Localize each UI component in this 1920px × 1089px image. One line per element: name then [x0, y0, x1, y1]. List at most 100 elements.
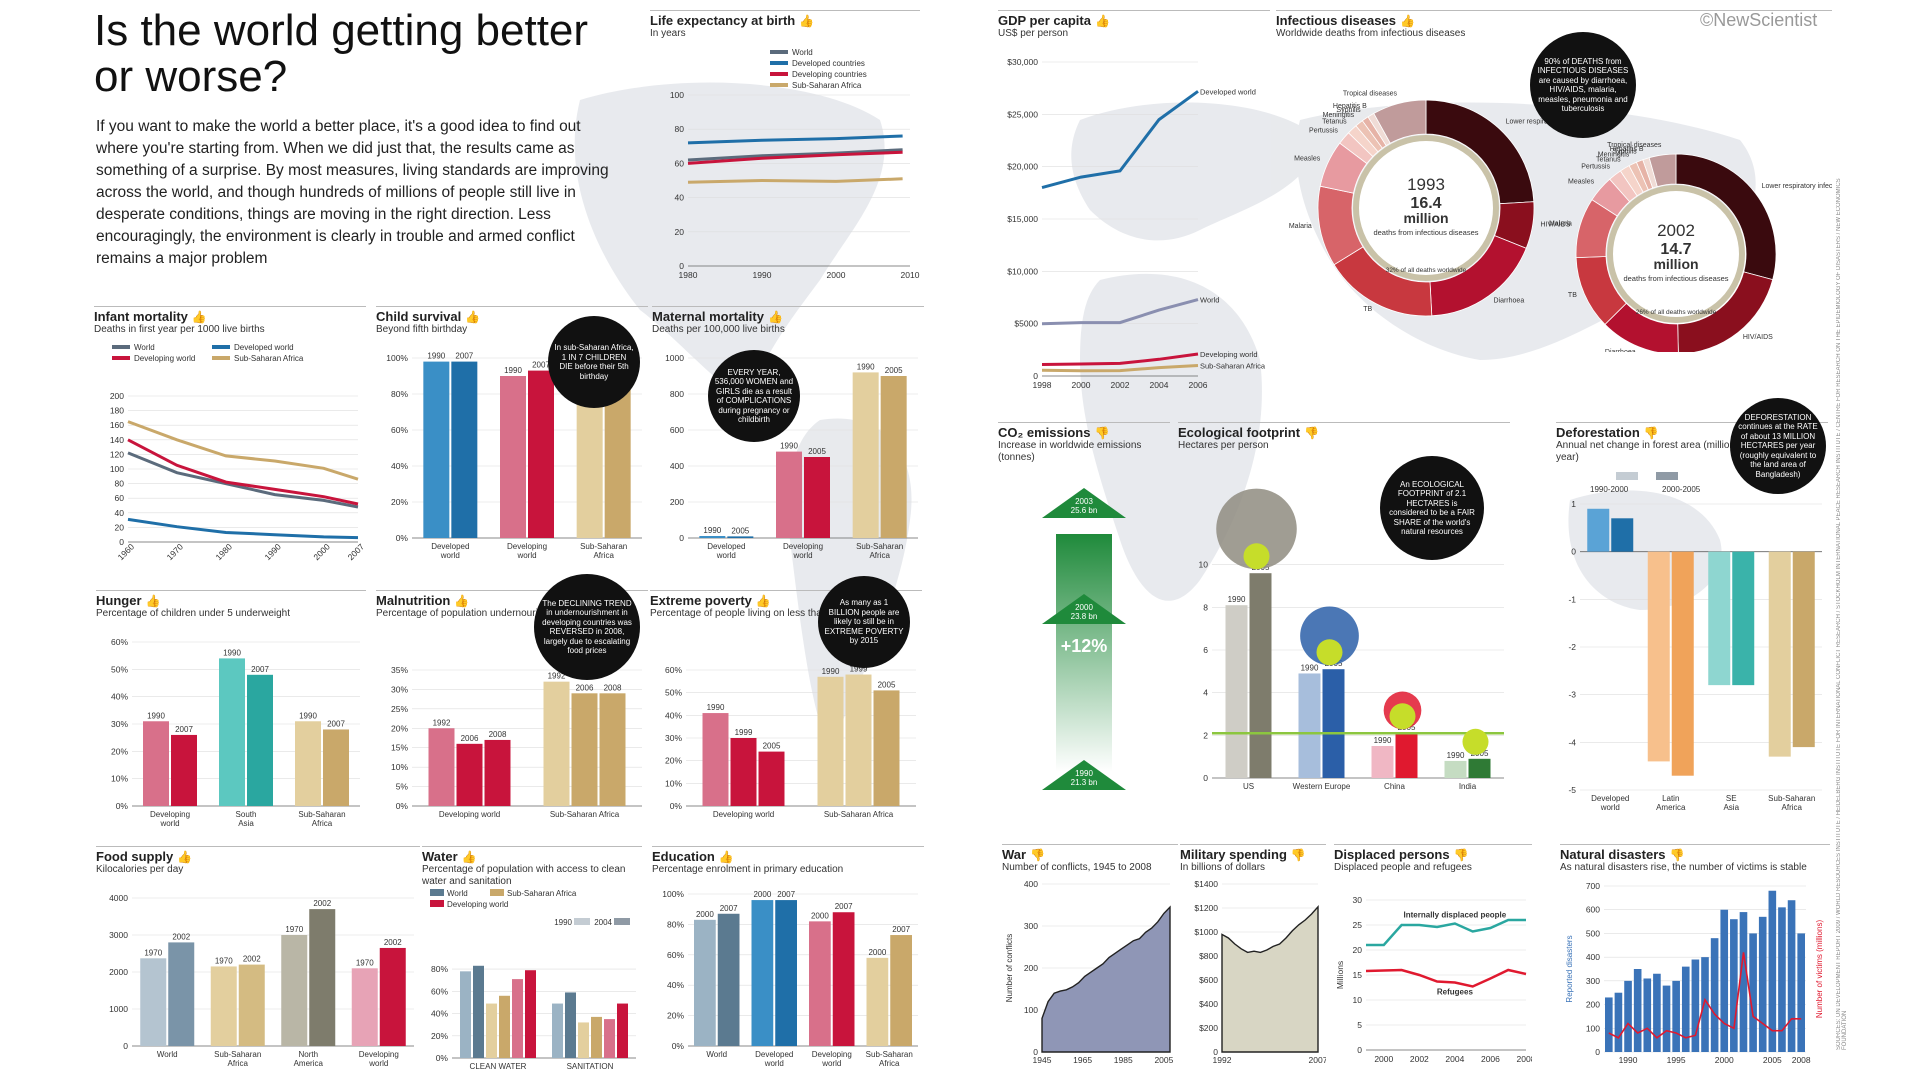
bar — [1647, 551, 1670, 762]
y-tick-label: 40 — [675, 193, 685, 203]
bar-label: 2007 — [175, 725, 193, 734]
chart-svg: 0% 20% 40% 60% 80% 100% 2000 2007 World 2000 2007 D… — [662, 889, 918, 1068]
y-tick-label: 60% — [667, 950, 684, 960]
x-tick-label: 1985 — [1114, 1055, 1133, 1065]
donut-center — [1353, 135, 1499, 281]
x-tick-label: 1970 — [165, 541, 186, 562]
panel-disasters: Natural disasters 👎 As natural disasters r… — [1560, 844, 1830, 1076]
bar — [1633, 969, 1642, 1052]
category-label: China — [1384, 782, 1405, 791]
bubble-infectious: 90% of DEATHS from INFECTIOUS DISEASES a… — [1530, 32, 1636, 138]
bar — [727, 536, 754, 538]
x-tick-label: 1990 — [262, 541, 283, 562]
donut-slice — [1373, 99, 1427, 144]
chart-subtitle: Deaths in first year per 1000 live birth… — [94, 324, 265, 335]
legend-label: Sub-Saharan Africa — [234, 354, 304, 363]
bar — [873, 690, 900, 806]
legend-label: Developing world — [134, 354, 195, 363]
chart-subtitle: Percentage of population with access to … — [422, 864, 626, 887]
category-label: world — [159, 819, 179, 828]
bar — [1730, 919, 1738, 1052]
y-tick-label: 0 — [1571, 547, 1576, 557]
slice-label: Meningitis — [1598, 152, 1630, 159]
bar — [168, 942, 195, 1046]
y-tick-label: 200 — [1024, 963, 1038, 973]
category-label: Sub-Saharan Africa — [550, 810, 620, 819]
bar — [238, 964, 265, 1046]
bar-label: 2002 — [243, 955, 261, 964]
bar-label: 1990 — [857, 362, 875, 371]
bar-label: 1990 — [707, 703, 725, 712]
category-label: SE — [1726, 794, 1737, 803]
bar — [804, 457, 830, 538]
chart-svg: 0% 10% 20% 30% 40% 50% 60% 1990 2007 Developingwo… — [111, 637, 360, 828]
series-line — [687, 177, 903, 184]
legend-swatch — [112, 345, 130, 349]
bar — [1681, 966, 1690, 1052]
y-tick-label: 600 — [1586, 905, 1600, 915]
chart-title: Hunger 👍 — [96, 590, 366, 608]
fair-share-circle — [1462, 728, 1489, 755]
category-label: Developing — [783, 542, 823, 551]
slice-label: Hepatitis B — [1610, 146, 1644, 153]
brand-logo: ©NewScientist — [1700, 10, 1818, 30]
chart-subtitle: Number of conflicts, 1945 to 2008 — [1002, 862, 1152, 873]
y-tick-label: $800 — [1199, 951, 1218, 961]
slice-label: Pertussis — [1309, 128, 1338, 135]
chart-svg: 0% 5% 10% 15% 20% 25% 30% 35% 1992 2006 2008 Develo… — [391, 665, 642, 819]
co2-year: 2000 — [1075, 603, 1093, 612]
legend-label: Developed world — [234, 343, 294, 352]
y-tick-label: 0 — [1213, 1047, 1218, 1057]
bar — [1605, 997, 1613, 1052]
chart-subtitle: Hectares per person — [1178, 440, 1269, 451]
y-tick-label: 15 — [1353, 970, 1363, 980]
bar-label: 2002 — [172, 932, 190, 941]
chart-svg: Lower respiratory infections HIV/AIDS Diar… — [1289, 91, 1848, 357]
bar — [1691, 959, 1700, 1052]
fair-share-circle — [1389, 703, 1416, 730]
category-label: Africa — [593, 551, 614, 560]
bar — [1672, 980, 1680, 1052]
y-tick-label: 50% — [665, 688, 682, 698]
bar — [456, 743, 483, 806]
category-label: Asia — [238, 819, 254, 828]
series-line — [1041, 90, 1199, 190]
bar — [1671, 551, 1694, 776]
panel-child-survival: Child survival 👍 Beyond fifth birthday 0% 20… — [376, 306, 648, 568]
series-label: Developed world — [1200, 87, 1256, 96]
bar-label: 1990 — [1374, 736, 1392, 745]
slice-label: Lower respiratory infections — [1762, 183, 1832, 190]
chart-title: Maternal mortality 👍 — [652, 306, 924, 324]
co2-change: +7% — [1069, 521, 1099, 538]
slice-label: HIV/AIDS — [1743, 334, 1773, 341]
bar — [543, 681, 570, 806]
y-tick-label: $30,000 — [1007, 57, 1038, 67]
bar — [428, 728, 455, 806]
y-tick-label: 0% — [670, 801, 683, 811]
y-tick-label: 0% — [396, 533, 409, 543]
y-tick-label: 0 — [123, 1041, 128, 1051]
x-tick-label: 1980 — [679, 270, 698, 280]
series-label: Sub-Saharan Africa — [1200, 362, 1266, 371]
bar-label: 1990 — [427, 352, 445, 361]
bar — [1249, 573, 1272, 778]
y-tick-label: 0% — [672, 1041, 685, 1051]
co2-amount: 21.3 bn — [1071, 778, 1098, 787]
y-axis-label: Reported disasters — [1565, 935, 1574, 1002]
thumbs-down-icon: 👎 — [1304, 425, 1320, 440]
bar-label: 2007 — [835, 902, 853, 911]
bar-label: 2007 — [892, 925, 910, 934]
y-tick-label: 80 — [115, 479, 125, 489]
legend-swatch — [430, 900, 444, 907]
y-tick-label: 180 — [110, 406, 124, 416]
y-tick-label: 1000 — [665, 353, 684, 363]
slice-label: Diarrhoea — [1605, 349, 1636, 352]
bar — [702, 713, 729, 806]
y-tick-label: -4 — [1568, 737, 1576, 747]
legend-label: World — [447, 889, 468, 898]
category-label: America — [1656, 803, 1686, 812]
thumbs-up-icon: 👍 — [461, 849, 477, 864]
y-tick-label: 40% — [431, 1009, 448, 1019]
bar-label: 1990 — [147, 711, 165, 720]
